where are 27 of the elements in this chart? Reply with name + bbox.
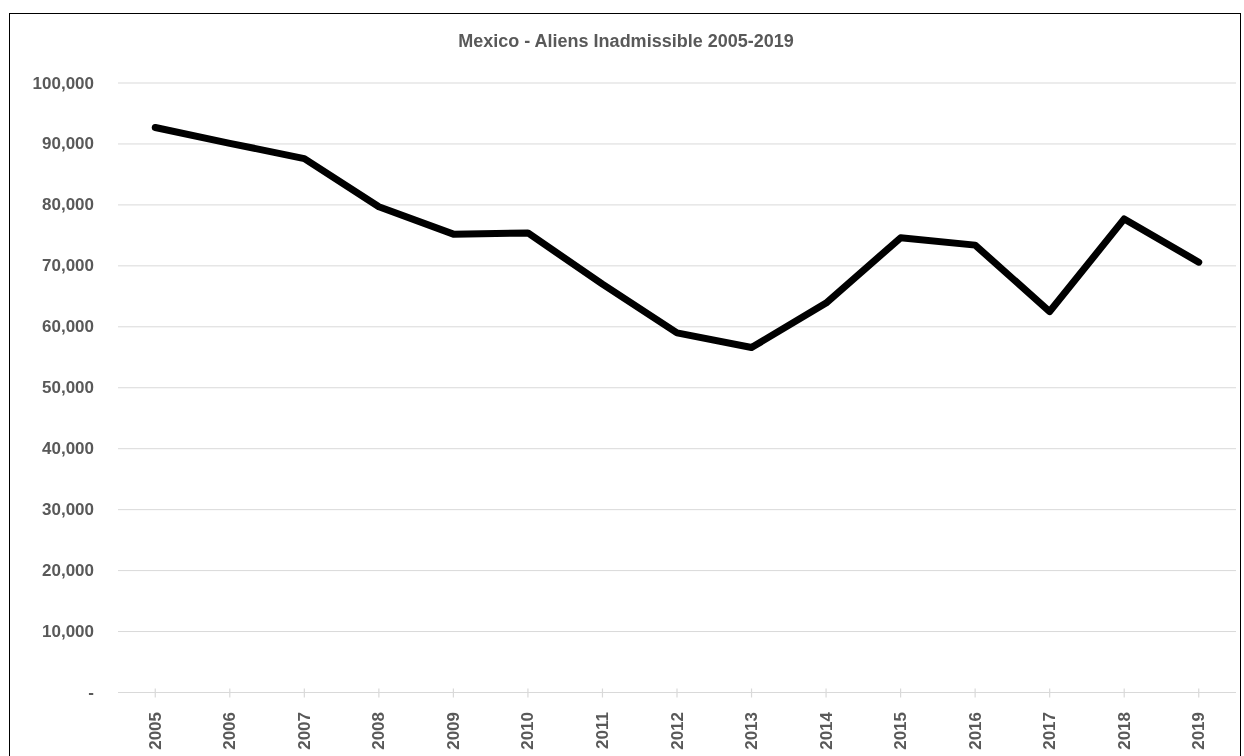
y-tick-label: 60,000: [42, 317, 94, 337]
x-tick-label: 2013: [742, 712, 762, 750]
x-tick-label: 2010: [518, 712, 538, 750]
y-tick-label: -: [88, 683, 94, 702]
x-tick-label: 2014: [816, 711, 836, 750]
x-tick-label: 2011: [592, 712, 612, 749]
y-tick-label: 100,000: [32, 73, 94, 93]
y-tick-label: 90,000: [42, 134, 94, 154]
y-tick-label: 70,000: [42, 256, 94, 276]
x-tick-label: 2019: [1189, 712, 1209, 750]
y-tick-label: 50,000: [42, 378, 94, 398]
x-tick-label: 2009: [443, 712, 463, 750]
x-tick-label: 2007: [294, 712, 314, 750]
x-tick-label: 2006: [220, 712, 240, 750]
x-tick-label: 2008: [369, 712, 389, 750]
y-tick-label: 80,000: [42, 195, 94, 215]
chart-title: Mexico - Aliens Inadmissible 2005-2019: [458, 31, 794, 51]
x-tick-label: 2018: [1114, 712, 1134, 750]
y-tick-label: 30,000: [42, 500, 94, 520]
y-tick-label: 40,000: [42, 439, 94, 459]
x-tick-label: 2017: [1040, 712, 1060, 750]
y-tick-label: 10,000: [42, 622, 94, 642]
x-tick-label: 2012: [667, 712, 687, 750]
x-tick-label: 2016: [965, 712, 985, 750]
x-tick-label: 2015: [891, 712, 911, 750]
y-tick-label: 20,000: [42, 561, 94, 581]
x-tick-label: 2005: [145, 712, 165, 750]
